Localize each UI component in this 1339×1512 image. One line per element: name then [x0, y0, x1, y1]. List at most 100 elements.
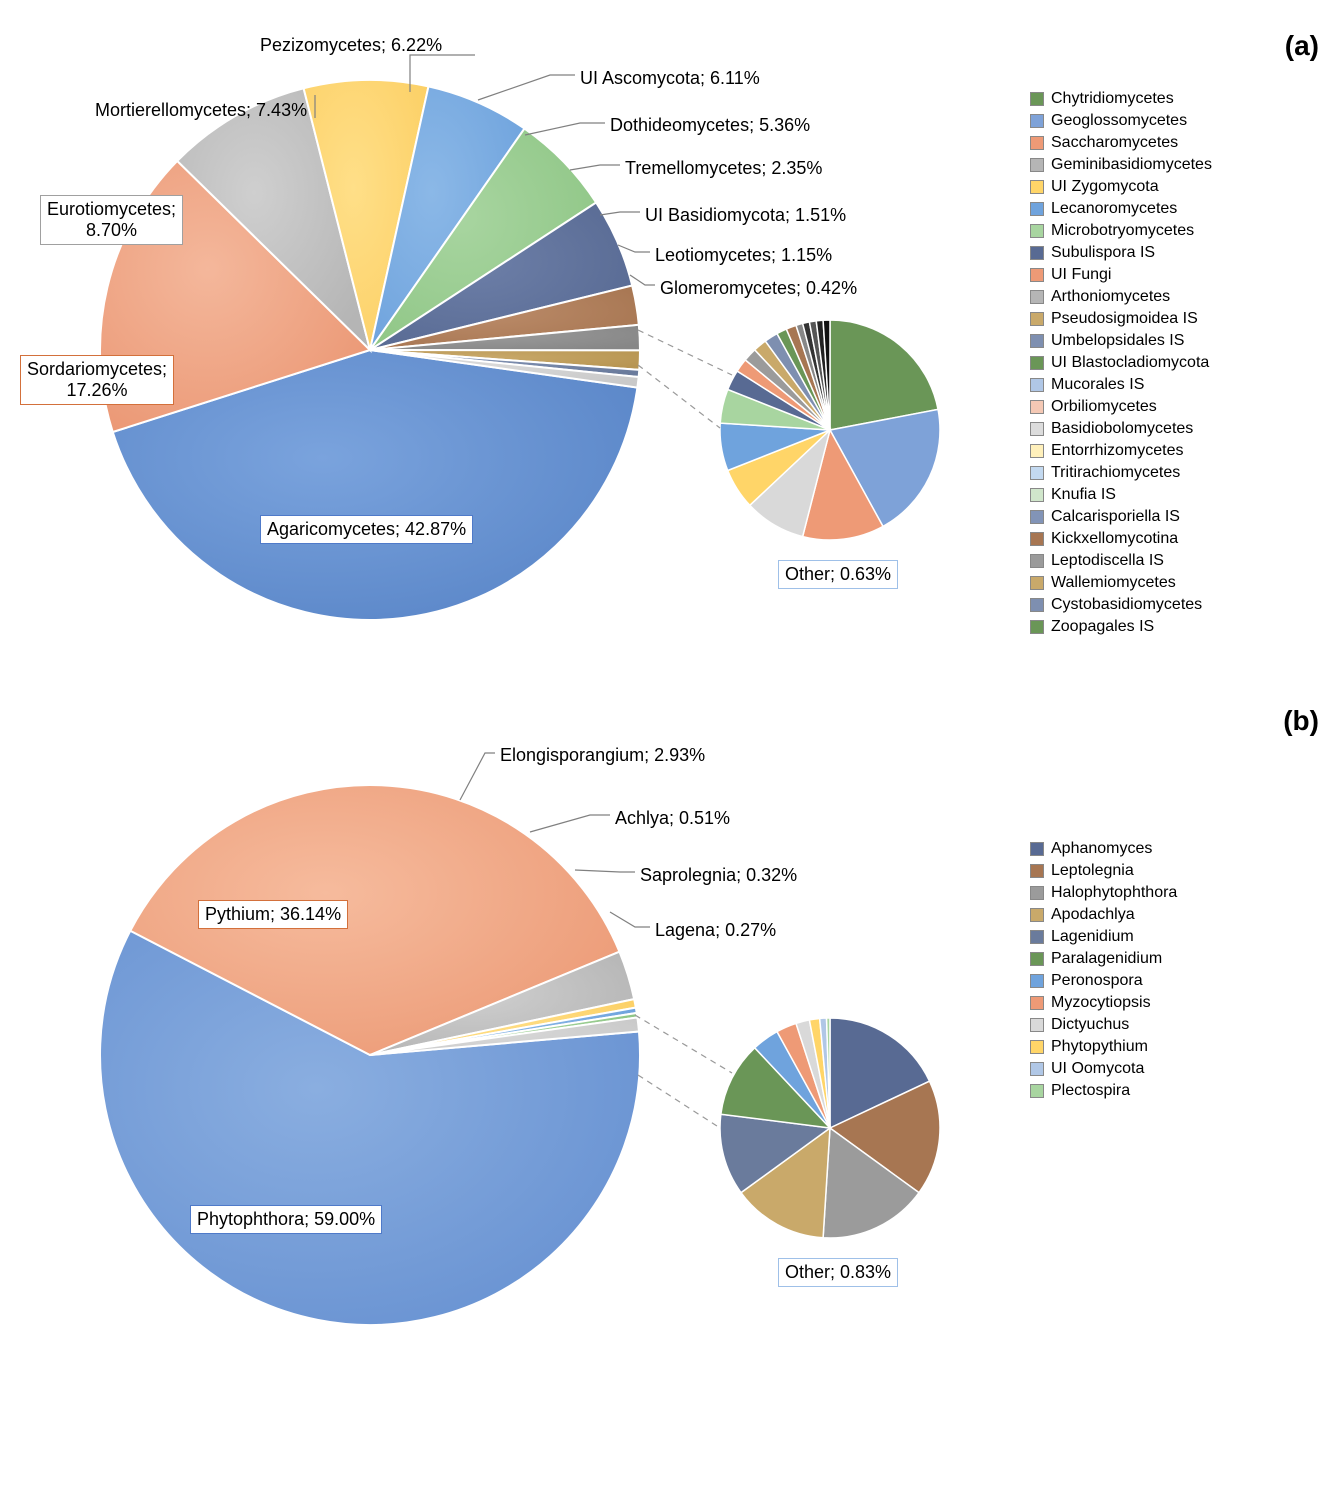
legend-label: Cystobasidiomycetes	[1051, 596, 1202, 614]
panel-a: (a) ChytridiomycetesGeoglossomycetesSacc…	[20, 20, 1319, 680]
legend-swatch	[1030, 1084, 1044, 1098]
legend-swatch	[1030, 1018, 1044, 1032]
legend-swatch	[1030, 312, 1044, 326]
legend-swatch	[1030, 202, 1044, 216]
leader-line	[618, 245, 650, 252]
legend-swatch	[1030, 576, 1044, 590]
callout-label: UI Basidiomycota; 1.51%	[645, 205, 846, 226]
legend-item: Phytopythium	[1030, 1038, 1177, 1056]
legend-item: Pseudosigmoidea IS	[1030, 310, 1212, 328]
legend-label: Pseudosigmoidea IS	[1051, 310, 1198, 328]
legend-label: Halophytophthora	[1051, 884, 1177, 902]
legend-item: Calcarisporiella IS	[1030, 508, 1212, 526]
legend-swatch	[1030, 488, 1044, 502]
legend-swatch	[1030, 886, 1044, 900]
legend-swatch	[1030, 598, 1044, 612]
leader-line	[478, 75, 575, 100]
legend-label: Peronospora	[1051, 972, 1143, 990]
legend-item: UI Oomycota	[1030, 1060, 1177, 1078]
legend-label: Dictyuchus	[1051, 1016, 1129, 1034]
legend-item: Subulispora IS	[1030, 244, 1212, 262]
legend-label: Wallemiomycetes	[1051, 574, 1176, 592]
legend-label: Kickxellomycotina	[1051, 530, 1178, 548]
legend-swatch	[1030, 378, 1044, 392]
legend-item: Geminibasidiomycetes	[1030, 156, 1212, 174]
leader-line	[600, 212, 640, 215]
legend-swatch	[1030, 842, 1044, 856]
leader-line	[575, 870, 635, 872]
legend-item: Mucorales IS	[1030, 376, 1212, 394]
figure-container: (a) ChytridiomycetesGeoglossomycetesSacc…	[20, 20, 1319, 1360]
legend-item: Basidiobolomycetes	[1030, 420, 1212, 438]
legend-item: Leptodiscella IS	[1030, 552, 1212, 570]
callout-label: Leotiomycetes; 1.15%	[655, 245, 832, 266]
callout-label: Mortierellomycetes; 7.43%	[95, 100, 307, 121]
callout-label: Achlya; 0.51%	[615, 808, 730, 829]
legend-label: Leptolegnia	[1051, 862, 1134, 880]
legend-swatch	[1030, 268, 1044, 282]
legend-item: Knufia IS	[1030, 486, 1212, 504]
leader-line	[460, 753, 495, 800]
legend-swatch	[1030, 422, 1044, 436]
panel-b-label: (b)	[1283, 705, 1319, 737]
legend-swatch	[1030, 136, 1044, 150]
callout-label: Other; 0.63%	[778, 560, 898, 589]
legend-label: Knufia IS	[1051, 486, 1116, 504]
legend-label: Apodachlya	[1051, 906, 1135, 924]
legend-label: Myzocytiopsis	[1051, 994, 1151, 1012]
legend-swatch	[1030, 444, 1044, 458]
callout-label: Elongisporangium; 2.93%	[500, 745, 705, 766]
legend-swatch	[1030, 400, 1044, 414]
subpie-connector	[635, 1015, 732, 1073]
leader-line	[530, 815, 610, 832]
legend-label: Leptodiscella IS	[1051, 552, 1164, 570]
callout-label: UI Ascomycota; 6.11%	[580, 68, 760, 89]
legend-item: Geoglossomycetes	[1030, 112, 1212, 130]
legend-swatch	[1030, 974, 1044, 988]
legend-swatch	[1030, 996, 1044, 1010]
panel-b: (b) AphanomycesLeptolegniaHalophytophtho…	[20, 720, 1319, 1360]
legend-swatch	[1030, 158, 1044, 172]
legend-swatch	[1030, 864, 1044, 878]
legend-label: Aphanomyces	[1051, 840, 1152, 858]
subpie-connector	[638, 365, 720, 428]
legend-item: UI Blastocladiomycota	[1030, 354, 1212, 372]
callout-label: Eurotiomycetes; 8.70%	[40, 195, 183, 245]
legend-item: Lecanoromycetes	[1030, 200, 1212, 218]
callout-label: Other; 0.83%	[778, 1258, 898, 1287]
legend-item: Arthoniomycetes	[1030, 288, 1212, 306]
legend-item: Umbelopsidales IS	[1030, 332, 1212, 350]
legend-label: UI Blastocladiomycota	[1051, 354, 1209, 372]
legend-item: UI Fungi	[1030, 266, 1212, 284]
legend-label: UI Oomycota	[1051, 1060, 1144, 1078]
leader-line	[525, 123, 605, 135]
leader-line	[630, 275, 655, 285]
legend-label: Microbotryomycetes	[1051, 222, 1194, 240]
legend-swatch	[1030, 952, 1044, 966]
legend-swatch	[1030, 1040, 1044, 1054]
legend-item: Cystobasidiomycetes	[1030, 596, 1212, 614]
legend-item: Kickxellomycotina	[1030, 530, 1212, 548]
legend-item: UI Zygomycota	[1030, 178, 1212, 196]
leader-line	[570, 165, 620, 170]
leader-line	[610, 912, 650, 927]
legend-swatch	[1030, 510, 1044, 524]
legend-swatch	[1030, 246, 1044, 260]
legend-label: Umbelopsidales IS	[1051, 332, 1184, 350]
legend-item: Chytridiomycetes	[1030, 90, 1212, 108]
legend-label: Tritirachiomycetes	[1051, 464, 1180, 482]
legend-item: Lagenidium	[1030, 928, 1177, 946]
legend-item: Myzocytiopsis	[1030, 994, 1177, 1012]
legend-swatch	[1030, 620, 1044, 634]
legend-label: Phytopythium	[1051, 1038, 1148, 1056]
callout-label: Tremellomycetes; 2.35%	[625, 158, 822, 179]
legend-item: Zoopagales IS	[1030, 618, 1212, 636]
legend-label: Geoglossomycetes	[1051, 112, 1187, 130]
callout-label: Phytophthora; 59.00%	[190, 1205, 382, 1234]
legend-item: Paralagenidium	[1030, 950, 1177, 968]
callout-label: Lagena; 0.27%	[655, 920, 776, 941]
legend-swatch	[1030, 290, 1044, 304]
legend-label: Zoopagales IS	[1051, 618, 1154, 636]
legend-item: Aphanomyces	[1030, 840, 1177, 858]
legend-label: Paralagenidium	[1051, 950, 1162, 968]
